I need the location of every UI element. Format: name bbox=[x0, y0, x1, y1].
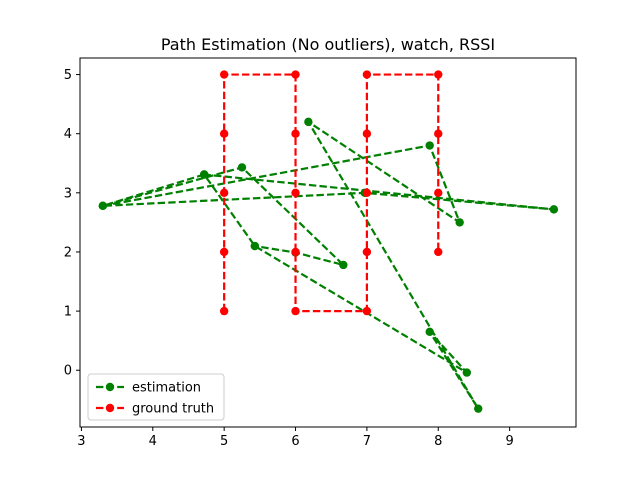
y-tick-label: 1 bbox=[64, 305, 72, 320]
series-estimation bbox=[98, 117, 559, 413]
data-point bbox=[219, 70, 229, 79]
series-line bbox=[223, 73, 440, 313]
data-point bbox=[362, 129, 372, 138]
data-point bbox=[291, 306, 300, 316]
y-tick-label: 4 bbox=[64, 127, 72, 142]
data-point bbox=[219, 188, 229, 198]
data-point bbox=[362, 188, 372, 198]
x-tick-label: 3 bbox=[77, 434, 85, 449]
plot-area bbox=[98, 70, 559, 413]
series-line bbox=[101, 120, 555, 410]
series-ground-truth bbox=[219, 70, 443, 316]
axes-frame bbox=[79, 57, 577, 428]
x-tick-label: 8 bbox=[434, 434, 442, 449]
data-point bbox=[219, 306, 229, 316]
axes: 3 4 5 6 7 8 9 0 1 2 3 4 5 bbox=[64, 57, 577, 449]
y-tick-label: 5 bbox=[64, 68, 72, 83]
data-point bbox=[434, 188, 443, 198]
data-point bbox=[549, 205, 559, 214]
data-point bbox=[237, 163, 247, 172]
x-tick-label: 7 bbox=[363, 434, 371, 449]
data-point bbox=[291, 70, 300, 79]
data-point bbox=[98, 201, 108, 211]
data-point bbox=[219, 247, 229, 257]
data-point bbox=[362, 247, 372, 257]
data-point bbox=[291, 129, 300, 138]
data-point bbox=[455, 218, 464, 227]
x-tick-label: 4 bbox=[149, 434, 157, 449]
x-tick-label: 9 bbox=[505, 434, 513, 449]
data-point bbox=[304, 117, 313, 127]
x-tick-label: 5 bbox=[220, 434, 228, 449]
legend-label: ground truth bbox=[132, 402, 214, 417]
data-point bbox=[362, 70, 372, 79]
data-point bbox=[291, 247, 300, 257]
data-point bbox=[434, 247, 443, 257]
x-tick-label: 6 bbox=[291, 434, 299, 449]
legend-label: estimation bbox=[132, 381, 201, 396]
data-point bbox=[434, 70, 443, 79]
data-point bbox=[250, 241, 260, 251]
legend: estimation ground truth bbox=[87, 373, 225, 421]
legend-marker bbox=[105, 403, 115, 413]
legend-item: ground truth bbox=[96, 402, 214, 417]
data-point bbox=[339, 260, 348, 270]
data-point bbox=[462, 368, 472, 377]
y-tick-label: 2 bbox=[64, 245, 72, 260]
data-point bbox=[291, 188, 300, 198]
legend-marker bbox=[105, 382, 115, 392]
y-tick-label: 3 bbox=[64, 186, 72, 201]
data-point bbox=[474, 404, 483, 413]
legend-item: estimation bbox=[96, 381, 201, 396]
data-point bbox=[425, 327, 434, 336]
data-point bbox=[434, 129, 443, 138]
y-tick-label: 0 bbox=[64, 364, 72, 379]
data-point bbox=[425, 141, 434, 150]
data-point bbox=[219, 129, 229, 138]
data-point bbox=[199, 170, 209, 179]
data-point bbox=[362, 306, 372, 316]
chart-title: Path Estimation (No outliers), watch, RS… bbox=[161, 35, 495, 54]
